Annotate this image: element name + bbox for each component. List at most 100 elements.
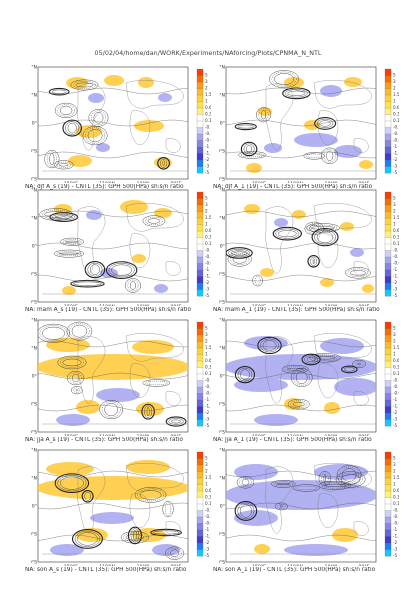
positive-anomaly-region <box>38 354 188 380</box>
contour-line <box>162 501 174 518</box>
map-panel-mam-19: 80°N40°N0°40°S80°S150°E110°W10°W90°E5321… <box>25 186 211 320</box>
colorbar-label: -2 <box>393 540 398 545</box>
contour-line <box>130 281 136 290</box>
contour-line <box>312 258 315 265</box>
coastline <box>165 521 181 536</box>
contour-line <box>49 212 79 222</box>
longitude-tick-label: 10°W <box>137 181 150 183</box>
positive-anomaly-region <box>320 278 334 287</box>
colorbar-swatch <box>196 224 204 232</box>
colorbar-swatch <box>384 94 392 102</box>
contour-line <box>133 529 137 541</box>
contour-line <box>54 215 73 219</box>
colorbar-swatch <box>196 133 204 141</box>
contour-line <box>71 324 88 338</box>
negative-anomaly-region <box>90 512 134 524</box>
contour-line <box>341 468 357 482</box>
positive-anomaly-region <box>38 476 188 500</box>
latitude-tick-label: 80°S <box>219 300 225 306</box>
colorbar-label: -0.3 <box>205 131 211 136</box>
colorbar-label: -0.1 <box>205 248 211 253</box>
negative-anomaly-region <box>334 145 362 158</box>
colorbar-swatch <box>196 269 204 277</box>
contour-line <box>42 326 65 340</box>
colorbar-swatch <box>196 237 204 245</box>
contour-line <box>311 227 339 247</box>
contour-line <box>67 122 77 134</box>
contour-line <box>286 367 304 371</box>
colorbar-swatch <box>384 282 392 290</box>
colorbar-label: -3 <box>393 164 398 169</box>
contour-line <box>260 338 279 353</box>
colorbar-swatch <box>384 523 392 531</box>
latitude-tick-label: 40°N <box>219 476 225 482</box>
contour-line <box>146 407 150 417</box>
positive-anomaly-region <box>340 222 354 231</box>
contour-line <box>56 251 82 257</box>
latitude-tick-label: 40°S <box>219 272 225 278</box>
contour-line <box>357 362 361 366</box>
contour-line <box>170 549 180 557</box>
colorbar-label: 0.6 <box>393 105 399 110</box>
contour-line <box>311 354 339 361</box>
contour-line <box>38 372 188 380</box>
colorbar-label: -5 <box>393 170 398 175</box>
colorbar-label: 0.3 <box>205 112 211 117</box>
contour-line <box>67 370 85 386</box>
colorbar-label: 2 <box>205 339 208 344</box>
coastline <box>313 463 372 492</box>
contour-line <box>256 107 271 123</box>
figure-path-header: 05/02/04/home/dan/WORK/Experiments/NAfor… <box>94 49 322 57</box>
contour-line <box>252 274 263 287</box>
contour-line <box>58 252 80 255</box>
colorbar-swatch <box>384 133 392 141</box>
positive-anomaly-region <box>304 120 320 130</box>
contour-line <box>84 491 91 501</box>
colorbar-swatch <box>196 412 204 420</box>
positive-anomaly-region <box>292 210 306 219</box>
colorbar-label: -0.1 <box>393 378 399 383</box>
colorbar-label: 0.1 <box>205 241 211 246</box>
colorbar-swatch <box>196 406 204 414</box>
colorbar-swatch <box>196 503 204 511</box>
contour-line <box>60 237 85 246</box>
colorbar-swatch <box>196 159 204 167</box>
coastline <box>129 110 151 145</box>
coastline <box>77 83 106 151</box>
contour-line <box>236 476 255 489</box>
contour-line <box>38 87 188 95</box>
longitude-tick-label: 90°E <box>358 434 369 436</box>
contour-line <box>254 276 261 285</box>
contour-line <box>51 89 67 94</box>
colorbar-label: 3 <box>205 332 208 337</box>
positive-anomaly-region <box>46 338 90 352</box>
contour-line <box>38 534 188 542</box>
contour-line <box>350 270 366 276</box>
contour-line <box>38 502 188 510</box>
colorbar-label: -3 <box>393 547 398 552</box>
contour-line <box>339 466 359 484</box>
positive-anomaly-region <box>132 340 174 354</box>
colorbar-label: 1.5 <box>205 345 211 350</box>
map-panel-son-19: 80°N40°N0°40°S80°S150°E110°W10°W90°E5321… <box>25 446 211 580</box>
colorbar-swatch <box>384 237 392 245</box>
contour-line <box>279 505 283 508</box>
contour-line <box>141 403 155 420</box>
colorbar-label: 0.1 <box>393 501 399 506</box>
latitude-tick-label: 80°N <box>219 448 225 454</box>
contour-line <box>104 403 118 417</box>
colorbar-swatch <box>384 393 392 401</box>
colorbar-swatch <box>384 536 392 544</box>
longitude-tick-label: 150°E <box>252 181 266 183</box>
panel-caption: NA: son A_1 (19) - CNTL (35): GPH 500(HP… <box>213 567 376 573</box>
map-field <box>38 200 188 295</box>
colorbar-swatch <box>196 399 204 407</box>
contour-line <box>38 404 188 412</box>
colorbar-label: -1 <box>205 527 210 532</box>
colorbar-label: -1 <box>393 397 398 402</box>
contour-line <box>60 357 84 368</box>
coastline <box>317 363 339 398</box>
colorbar-swatch <box>384 159 392 167</box>
contour-line <box>234 122 257 131</box>
contour-line <box>75 82 94 88</box>
